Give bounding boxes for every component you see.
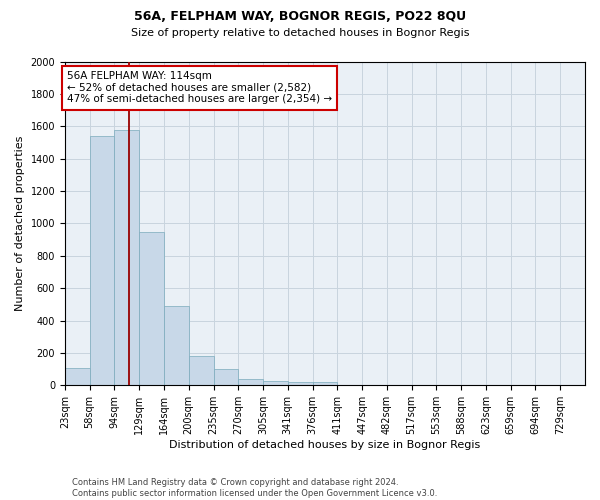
- Bar: [288, 382, 313, 386]
- X-axis label: Distribution of detached houses by size in Bognor Regis: Distribution of detached houses by size …: [169, 440, 481, 450]
- Text: 56A FELPHAM WAY: 114sqm
← 52% of detached houses are smaller (2,582)
47% of semi: 56A FELPHAM WAY: 114sqm ← 52% of detache…: [67, 71, 332, 104]
- Bar: [313, 382, 337, 386]
- Text: Contains HM Land Registry data © Crown copyright and database right 2024.
Contai: Contains HM Land Registry data © Crown c…: [72, 478, 437, 498]
- Bar: [214, 369, 238, 386]
- Text: 56A, FELPHAM WAY, BOGNOR REGIS, PO22 8QU: 56A, FELPHAM WAY, BOGNOR REGIS, PO22 8QU: [134, 10, 466, 23]
- Bar: [115, 130, 139, 386]
- Bar: [164, 306, 189, 386]
- Bar: [238, 379, 263, 386]
- Text: Size of property relative to detached houses in Bognor Regis: Size of property relative to detached ho…: [131, 28, 469, 38]
- Bar: [189, 356, 214, 386]
- Bar: [89, 136, 115, 386]
- Y-axis label: Number of detached properties: Number of detached properties: [15, 136, 25, 311]
- Bar: [65, 368, 89, 386]
- Bar: [139, 232, 164, 386]
- Bar: [263, 381, 288, 386]
